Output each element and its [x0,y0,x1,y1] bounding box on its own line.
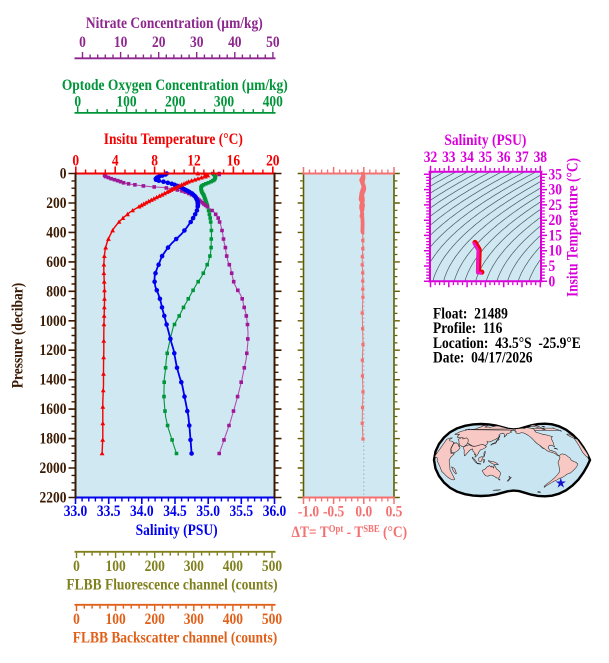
svg-text:33.5: 33.5 [97,503,121,520]
svg-text:1000: 1000 [40,313,67,330]
svg-text:20: 20 [266,153,279,170]
svg-text:0: 0 [74,94,81,111]
svg-text:33: 33 [442,149,455,166]
svg-text:100: 100 [116,94,136,111]
svg-text:1200: 1200 [40,342,67,359]
svg-text:2200: 2200 [40,490,67,507]
svg-text:500: 500 [262,611,282,628]
svg-text:1800: 1800 [40,431,67,448]
svg-text:16: 16 [227,153,240,170]
svg-text:1600: 1600 [40,401,67,418]
svg-text:-0.5: -0.5 [323,504,344,521]
svg-text:Location: 43.5°S -25.9°E: Location: 43.5°S -25.9°E [433,335,581,352]
svg-text:Insitu Temperature (°C): Insitu Temperature (°C) [104,131,243,148]
svg-text:300: 300 [184,611,204,628]
svg-text:100: 100 [105,611,125,628]
svg-text:38: 38 [534,149,547,166]
svg-text:0.0: 0.0 [355,504,372,521]
svg-text:33.0: 33.0 [64,503,88,520]
svg-text:32: 32 [424,149,437,166]
svg-text:12: 12 [187,153,200,170]
svg-text:0: 0 [73,611,80,628]
svg-text:600: 600 [46,254,66,271]
svg-text:800: 800 [46,283,66,300]
svg-text:ΔT= TOpt - TSBE (°C): ΔT= TOpt - TSBE (°C) [292,524,408,541]
svg-text:0: 0 [72,153,79,170]
svg-text:4: 4 [112,153,119,170]
svg-text:30: 30 [549,182,562,199]
svg-text:200: 200 [145,558,165,575]
svg-text:0: 0 [549,273,556,290]
svg-text:200: 200 [165,94,185,111]
svg-text:20: 20 [152,34,165,51]
svg-text:FLBB Backscatter channel (coun: FLBB Backscatter channel (counts) [73,629,278,646]
svg-text:500: 500 [262,558,282,575]
svg-text:400: 400 [223,611,243,628]
svg-text:Optode Oxygen Concentration (µ: Optode Oxygen Concentration (µm/kg) [62,77,288,94]
svg-text:Salinity (PSU): Salinity (PSU) [444,132,526,149]
svg-text:37: 37 [515,149,528,166]
svg-text:35: 35 [549,166,562,183]
svg-text:300: 300 [214,94,234,111]
svg-text:400: 400 [46,225,66,242]
svg-text:Profile: 116: Profile: 116 [433,320,502,337]
svg-text:35: 35 [479,149,492,166]
svg-text:35.0: 35.0 [196,503,220,520]
svg-text:35.5: 35.5 [230,503,254,520]
svg-text:200: 200 [46,195,66,212]
svg-text:30: 30 [190,34,203,51]
svg-text:2000: 2000 [40,460,67,477]
svg-text:100: 100 [105,558,125,575]
svg-text:15: 15 [549,228,562,245]
svg-text:-1.0: -1.0 [298,504,319,521]
svg-text:300: 300 [184,558,204,575]
svg-text:Nitrate Concentration (µm/kg): Nitrate Concentration (µm/kg) [86,15,263,32]
svg-text:34: 34 [460,149,473,166]
svg-text:34.0: 34.0 [130,503,154,520]
svg-text:400: 400 [223,558,243,575]
svg-text:0: 0 [79,34,86,51]
svg-text:Float: 21489: Float: 21489 [433,305,508,322]
svg-text:25: 25 [549,197,562,214]
svg-text:40: 40 [228,34,241,51]
svg-text:200: 200 [145,611,165,628]
svg-text:Pressure (decibar): Pressure (decibar) [10,283,27,389]
svg-text:5: 5 [549,258,556,275]
svg-text:0: 0 [73,558,80,575]
svg-text:Date: 04/17/2026: Date: 04/17/2026 [433,350,533,367]
svg-text:10: 10 [114,34,127,51]
svg-text:Insitu Temperature (°C): Insitu Temperature (°C) [565,158,582,297]
svg-text:34.5: 34.5 [163,503,187,520]
svg-text:8: 8 [151,153,158,170]
svg-text:Salinity (PSU): Salinity (PSU) [136,522,218,539]
svg-text:36: 36 [497,149,510,166]
svg-text:1400: 1400 [40,372,67,389]
svg-text:0: 0 [60,166,67,183]
svg-text:20: 20 [549,212,562,229]
svg-text:400: 400 [263,94,283,111]
svg-text:36.0: 36.0 [263,503,287,520]
svg-text:50: 50 [266,34,279,51]
svg-text:10: 10 [549,243,562,260]
svg-text:0.5: 0.5 [386,504,403,521]
svg-text:FLBB Fluorescence channel (cou: FLBB Fluorescence channel (counts) [66,576,277,593]
